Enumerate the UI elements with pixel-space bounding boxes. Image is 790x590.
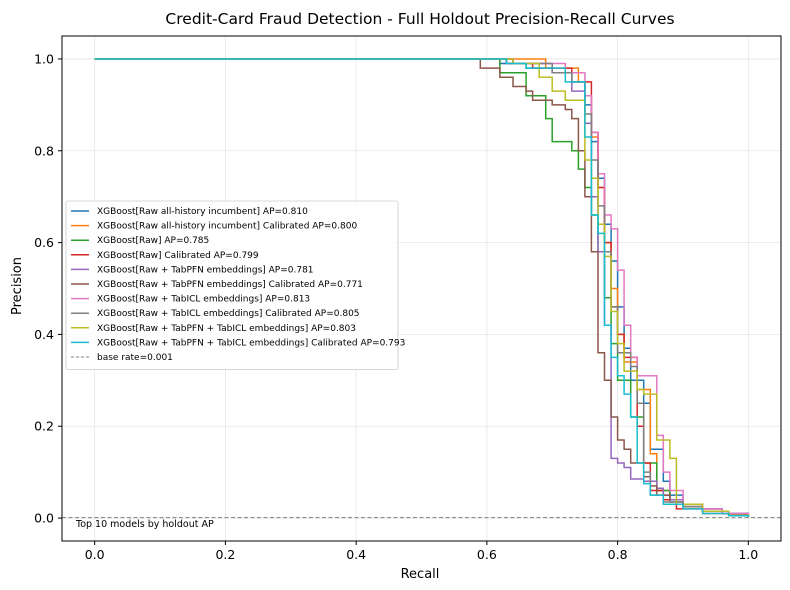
y-axis-label: Precision [10, 257, 25, 315]
series-layer [94, 58, 750, 518]
legend-entry-label: XGBoost[Raw + TabICL embeddings] AP=0.81… [97, 295, 310, 305]
series-line-10 [94, 58, 750, 518]
legend-entry-label: XGBoost[Raw] AP=0.785 [97, 236, 209, 246]
legend: XGBoost[Raw all-history incumbent] AP=0.… [65, 200, 405, 371]
legend-box [65, 200, 399, 371]
legend-entry-label: XGBoost[Raw all-history incumbent] Calib… [97, 222, 357, 232]
legend-entry-label: XGBoost[Raw + TabPFN + TabICL embeddings… [97, 324, 356, 334]
legend-entry-label: XGBoost[Raw + TabPFN + TabICL embeddings… [97, 338, 405, 348]
x-tick-label: 0.2 [215, 547, 235, 562]
axis-ticks: 0.0 0.2 0.4 0.6 0.8 1.0 0.0 0.2 0.4 0.6 0.8 1.0 [34, 51, 758, 562]
legend-entry-label: XGBoost[Raw + TabPFN embeddings] Calibra… [97, 280, 363, 290]
annotation-note: Top 10 models by holdout AP [75, 519, 214, 530]
x-tick-label: 0.6 [477, 547, 497, 562]
legend-entry-label: XGBoost[Raw + TabICL embeddings] Calibra… [97, 309, 360, 319]
y-tick-label: 0.4 [34, 327, 54, 342]
x-tick-label: 0.8 [608, 547, 628, 562]
legend-entry-label: XGBoost[Raw + TabPFN embeddings] AP=0.78… [97, 265, 314, 275]
y-tick-label: 0.2 [34, 419, 54, 434]
y-tick-label: 0.0 [34, 511, 54, 526]
series-line-9 [94, 58, 750, 518]
y-tick-label: 1.0 [34, 51, 54, 66]
plot-frame [61, 35, 782, 542]
legend-entry-label: base rate=0.001 [97, 353, 173, 363]
legend-entry-label: XGBoost[Raw] Calibrated AP=0.799 [97, 251, 259, 261]
y-tick-label: 0.8 [34, 143, 54, 158]
x-axis-label: Recall [401, 567, 440, 582]
chart-title: Credit-Card Fraud Detection - Full Holdo… [165, 10, 674, 28]
x-tick-label: 1.0 [738, 547, 758, 562]
series-line-6 [94, 58, 750, 518]
legend-entry-label: XGBoost[Raw all-history incumbent] AP=0.… [97, 207, 308, 217]
x-tick-label: 0.0 [85, 547, 105, 562]
x-tick-label: 0.4 [346, 547, 366, 562]
y-tick-label: 0.6 [34, 235, 54, 250]
